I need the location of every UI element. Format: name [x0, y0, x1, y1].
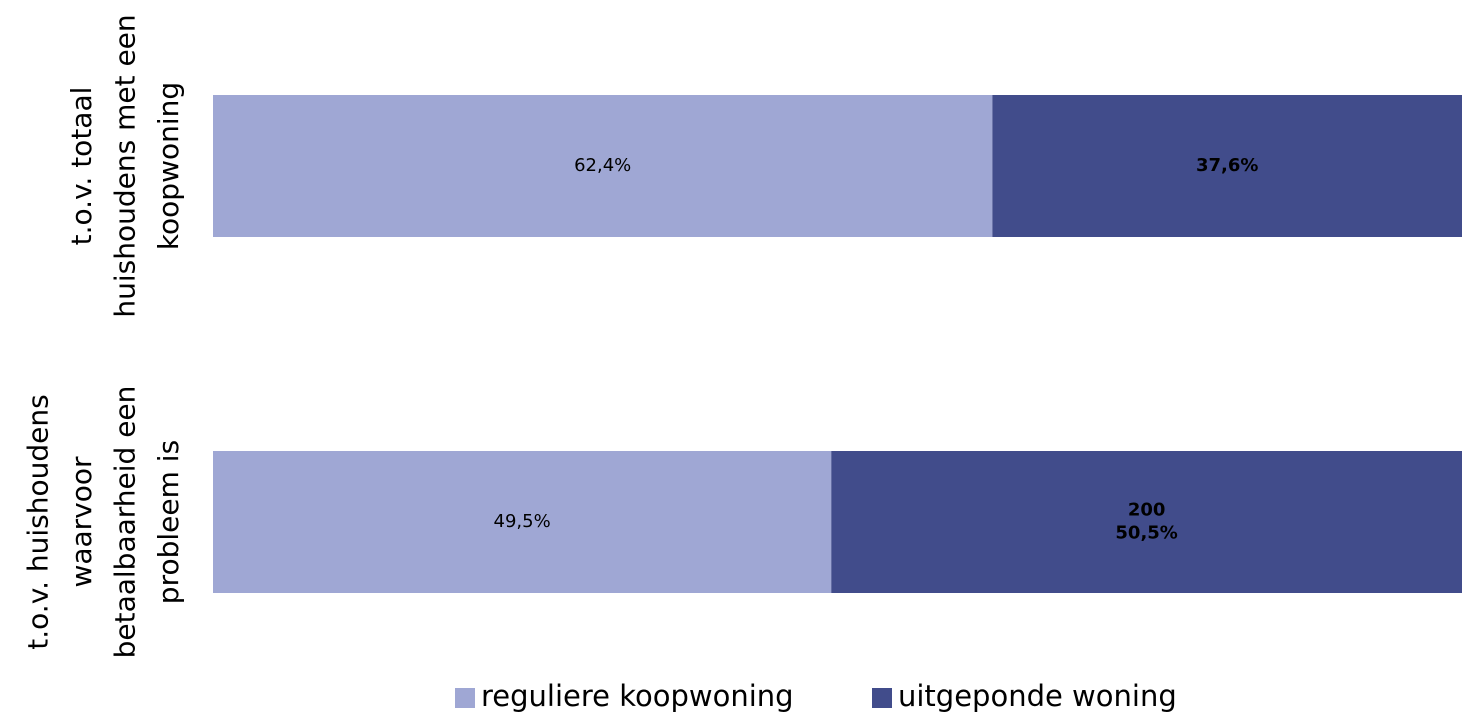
category-label: probleem is — [152, 440, 185, 604]
data-label: 50,5% — [1115, 523, 1177, 544]
category-label: koopwoning — [152, 82, 185, 250]
category-label: betaalbaarheid een — [109, 386, 142, 659]
legend-swatch — [455, 688, 475, 708]
bar-segment — [831, 451, 1462, 593]
data-label: 200 — [1128, 500, 1166, 521]
bar-segment — [213, 451, 832, 593]
bar-segment — [213, 95, 993, 237]
data-label: 37,6% — [1196, 155, 1258, 176]
bar-segment — [992, 95, 1462, 237]
data-label: 49,5% — [494, 511, 551, 532]
category-label: t.o.v. huishoudens — [22, 394, 55, 649]
legend-swatch — [872, 688, 892, 708]
category-label: waarvoor — [65, 456, 98, 588]
data-label: 62,4% — [574, 155, 631, 176]
category-label: huishoudens met een — [109, 14, 142, 317]
legend-label: uitgeponde woning — [898, 679, 1177, 713]
legend-label: reguliere koopwoning — [481, 679, 794, 713]
category-label: t.o.v. totaal — [65, 87, 98, 246]
